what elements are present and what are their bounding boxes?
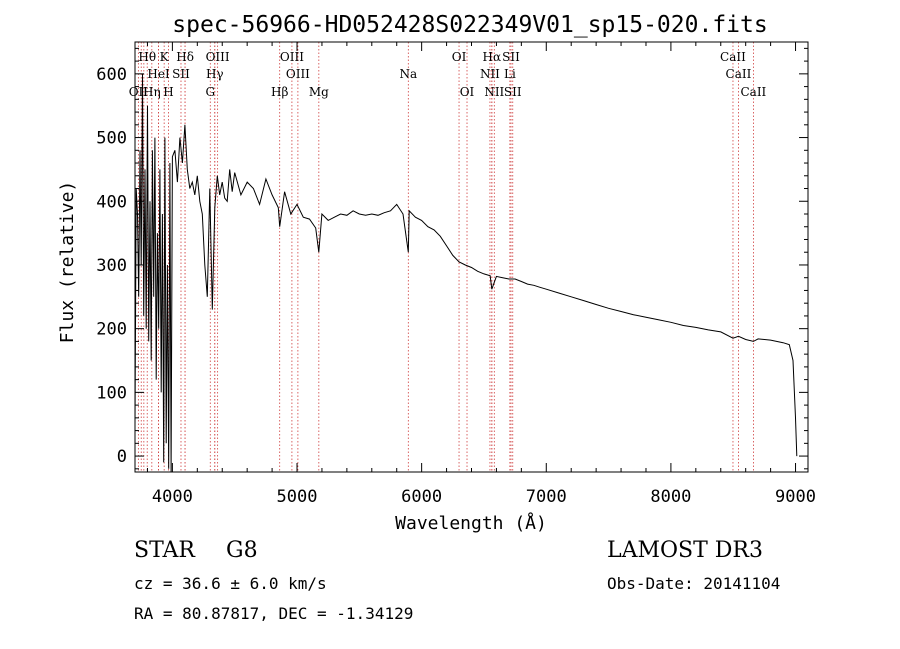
y-tick-label: 400 xyxy=(96,192,127,212)
line-label: Hβ xyxy=(271,85,288,99)
y-tick-label: 300 xyxy=(96,256,127,276)
line-label: Hδ xyxy=(176,50,194,64)
x-tick-label: 4000 xyxy=(152,487,193,507)
line-label: NII xyxy=(484,85,504,99)
line-label: Hθ xyxy=(138,50,156,64)
x-tick-label: 6000 xyxy=(401,487,442,507)
y-tick-label: 600 xyxy=(96,65,127,85)
line-label: Hη xyxy=(143,85,161,99)
line-label: OIII xyxy=(286,67,310,81)
subclass-label: G8 xyxy=(226,538,258,563)
y-tick-label: 0 xyxy=(117,447,127,467)
line-label: G xyxy=(205,85,215,99)
line-label: OIII xyxy=(206,50,230,64)
line-label: CaII xyxy=(726,67,752,81)
line-label: SII xyxy=(504,85,522,99)
y-tick-label: 200 xyxy=(96,320,127,340)
x-tick-label: 9000 xyxy=(775,487,816,507)
class-label: STAR xyxy=(134,538,195,563)
chart-title: spec-56966-HD052428S022349V01_sp15-020.f… xyxy=(172,12,767,38)
line-label: K xyxy=(160,50,170,64)
y-axis: 0 100 200 300 400 500 600 xyxy=(96,47,808,470)
line-label: Li xyxy=(504,67,516,81)
line-label: SII xyxy=(172,67,190,81)
spectral-line-markers xyxy=(137,42,754,472)
line-label: CaII xyxy=(720,50,746,64)
object-class: STAR G8 xyxy=(134,538,258,563)
line-label: NII xyxy=(480,67,500,81)
line-label: OI xyxy=(452,50,467,64)
line-label: OI xyxy=(460,85,475,99)
line-label: Na xyxy=(399,67,417,81)
line-label: SII xyxy=(502,50,520,64)
line-label: H xyxy=(163,85,173,99)
line-label: OII xyxy=(129,85,149,99)
survey-label: LAMOST DR3 xyxy=(607,538,763,563)
x-tick-label: 7000 xyxy=(526,487,567,507)
line-label: OIII xyxy=(280,50,304,64)
coordinates-label: RA = 80.87817, DEC = -1.34129 xyxy=(134,604,414,623)
plot-frame xyxy=(134,41,809,473)
line-label: HeI xyxy=(147,67,170,81)
spectrum-line xyxy=(134,73,798,473)
line-label: CaII xyxy=(740,85,766,99)
line-label: Hγ xyxy=(206,67,224,81)
y-axis-label: Flux (relative) xyxy=(57,181,78,344)
x-axis: 4000 5000 6000 7000 8000 9000 xyxy=(146,42,816,507)
y-tick-label: 500 xyxy=(96,129,127,149)
x-tick-label: 5000 xyxy=(277,487,318,507)
line-label: Mg xyxy=(309,85,329,99)
x-tick-label: 8000 xyxy=(650,487,691,507)
y-tick-label: 100 xyxy=(96,383,127,403)
line-label: Hα xyxy=(483,50,502,64)
x-axis-label: Wavelength (Å) xyxy=(395,512,547,534)
obs-date-label: Obs-Date: 20141104 xyxy=(607,574,781,593)
redshift-label: cz = 36.6 ± 6.0 km/s xyxy=(134,574,327,593)
